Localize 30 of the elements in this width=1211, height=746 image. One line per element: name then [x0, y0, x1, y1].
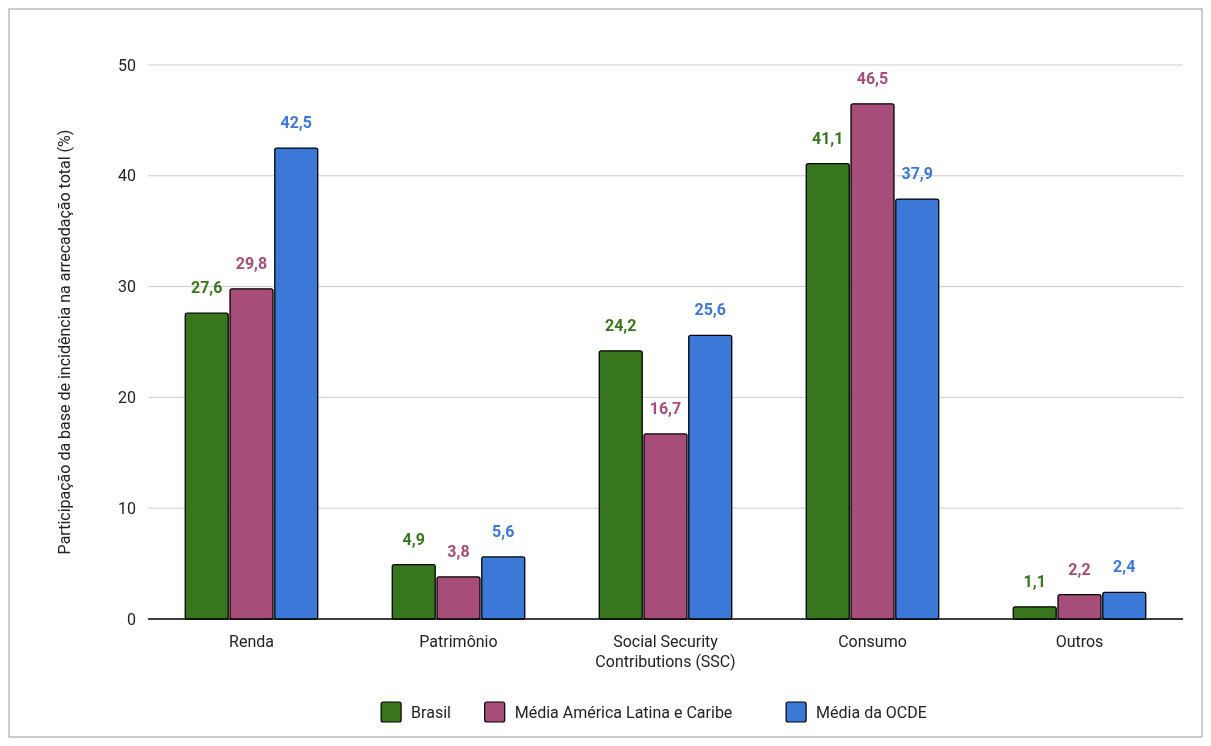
- legend-label: Média América Latina e Caribe: [514, 702, 733, 722]
- data-label: 46,5: [856, 68, 889, 88]
- y-tick-label: 10: [118, 498, 137, 518]
- data-label: 16,7: [649, 398, 682, 418]
- y-tick-label: 50: [118, 55, 137, 75]
- data-label: 2,2: [1068, 559, 1091, 579]
- legend-label: Média da OCDE: [816, 702, 927, 722]
- y-axis-title: Participação da base de incidência na arrecadação total (%): [55, 129, 74, 555]
- data-label: 41,1: [812, 128, 844, 148]
- data-label: 5,6: [492, 521, 515, 541]
- legend-label: Brasil: [411, 702, 451, 722]
- data-label: 2,4: [1113, 557, 1136, 577]
- data-label: 29,8: [235, 253, 268, 273]
- y-tick-label: 20: [118, 388, 137, 407]
- data-label: 25,6: [694, 300, 726, 320]
- data-label: 1,1: [1023, 571, 1046, 591]
- data-label: 42,5: [280, 113, 312, 133]
- data-label: 4,9: [402, 529, 425, 549]
- x-tick-label: Patrimônio: [419, 632, 498, 651]
- data-label: 37,9: [901, 164, 933, 184]
- data-label: 24,2: [605, 315, 637, 335]
- data-label: 3,8: [447, 541, 470, 561]
- y-tick-label: 30: [118, 277, 137, 297]
- x-tick-label: Renda: [229, 632, 274, 651]
- x-tick-label: Social Security Contributions (SSC): [595, 632, 736, 671]
- x-tick-label: Consumo: [838, 632, 907, 651]
- y-tick-label: 40: [118, 166, 137, 186]
- data-label: 27,6: [191, 278, 223, 298]
- y-tick-label: 0: [127, 609, 136, 629]
- x-tick-label: Outros: [1055, 632, 1104, 651]
